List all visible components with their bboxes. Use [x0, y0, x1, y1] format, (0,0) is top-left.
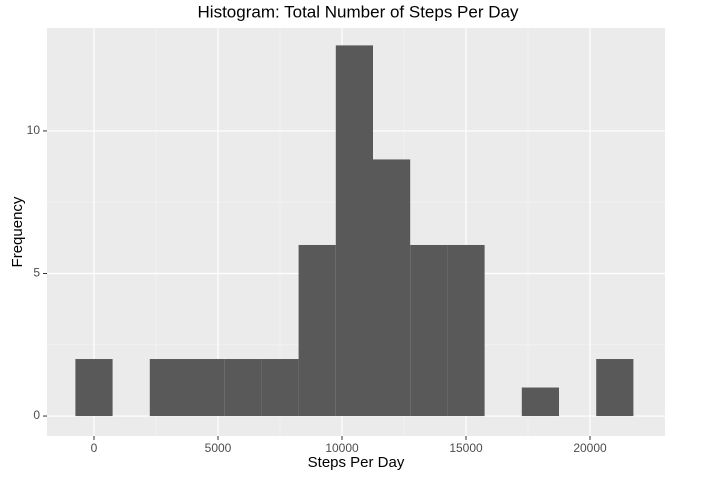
bar — [298, 244, 336, 417]
bar — [521, 387, 560, 417]
bar — [261, 359, 299, 417]
x-tick-label: 0 — [91, 441, 98, 455]
x-tick-label: 5000 — [205, 441, 232, 455]
bar — [224, 359, 262, 417]
bar — [410, 244, 448, 417]
y-tick-label: 10 — [27, 123, 41, 137]
x-axis-label: Steps Per Day — [308, 454, 405, 471]
bar — [186, 359, 225, 417]
x-tick-label: 10000 — [325, 441, 359, 455]
y-tick-label: 0 — [33, 408, 40, 422]
y-tick-label: 5 — [33, 266, 40, 280]
x-tick-label: 15000 — [449, 441, 483, 455]
x-tick-label: 20000 — [573, 441, 607, 455]
bar — [373, 159, 411, 417]
bar — [149, 359, 187, 417]
bar — [596, 359, 634, 417]
bar — [447, 244, 485, 417]
bar — [335, 45, 374, 417]
y-axis-label: Frequency — [9, 196, 26, 267]
chart-title: Histogram: Total Number of Steps Per Day — [198, 2, 519, 21]
bar — [75, 359, 113, 417]
